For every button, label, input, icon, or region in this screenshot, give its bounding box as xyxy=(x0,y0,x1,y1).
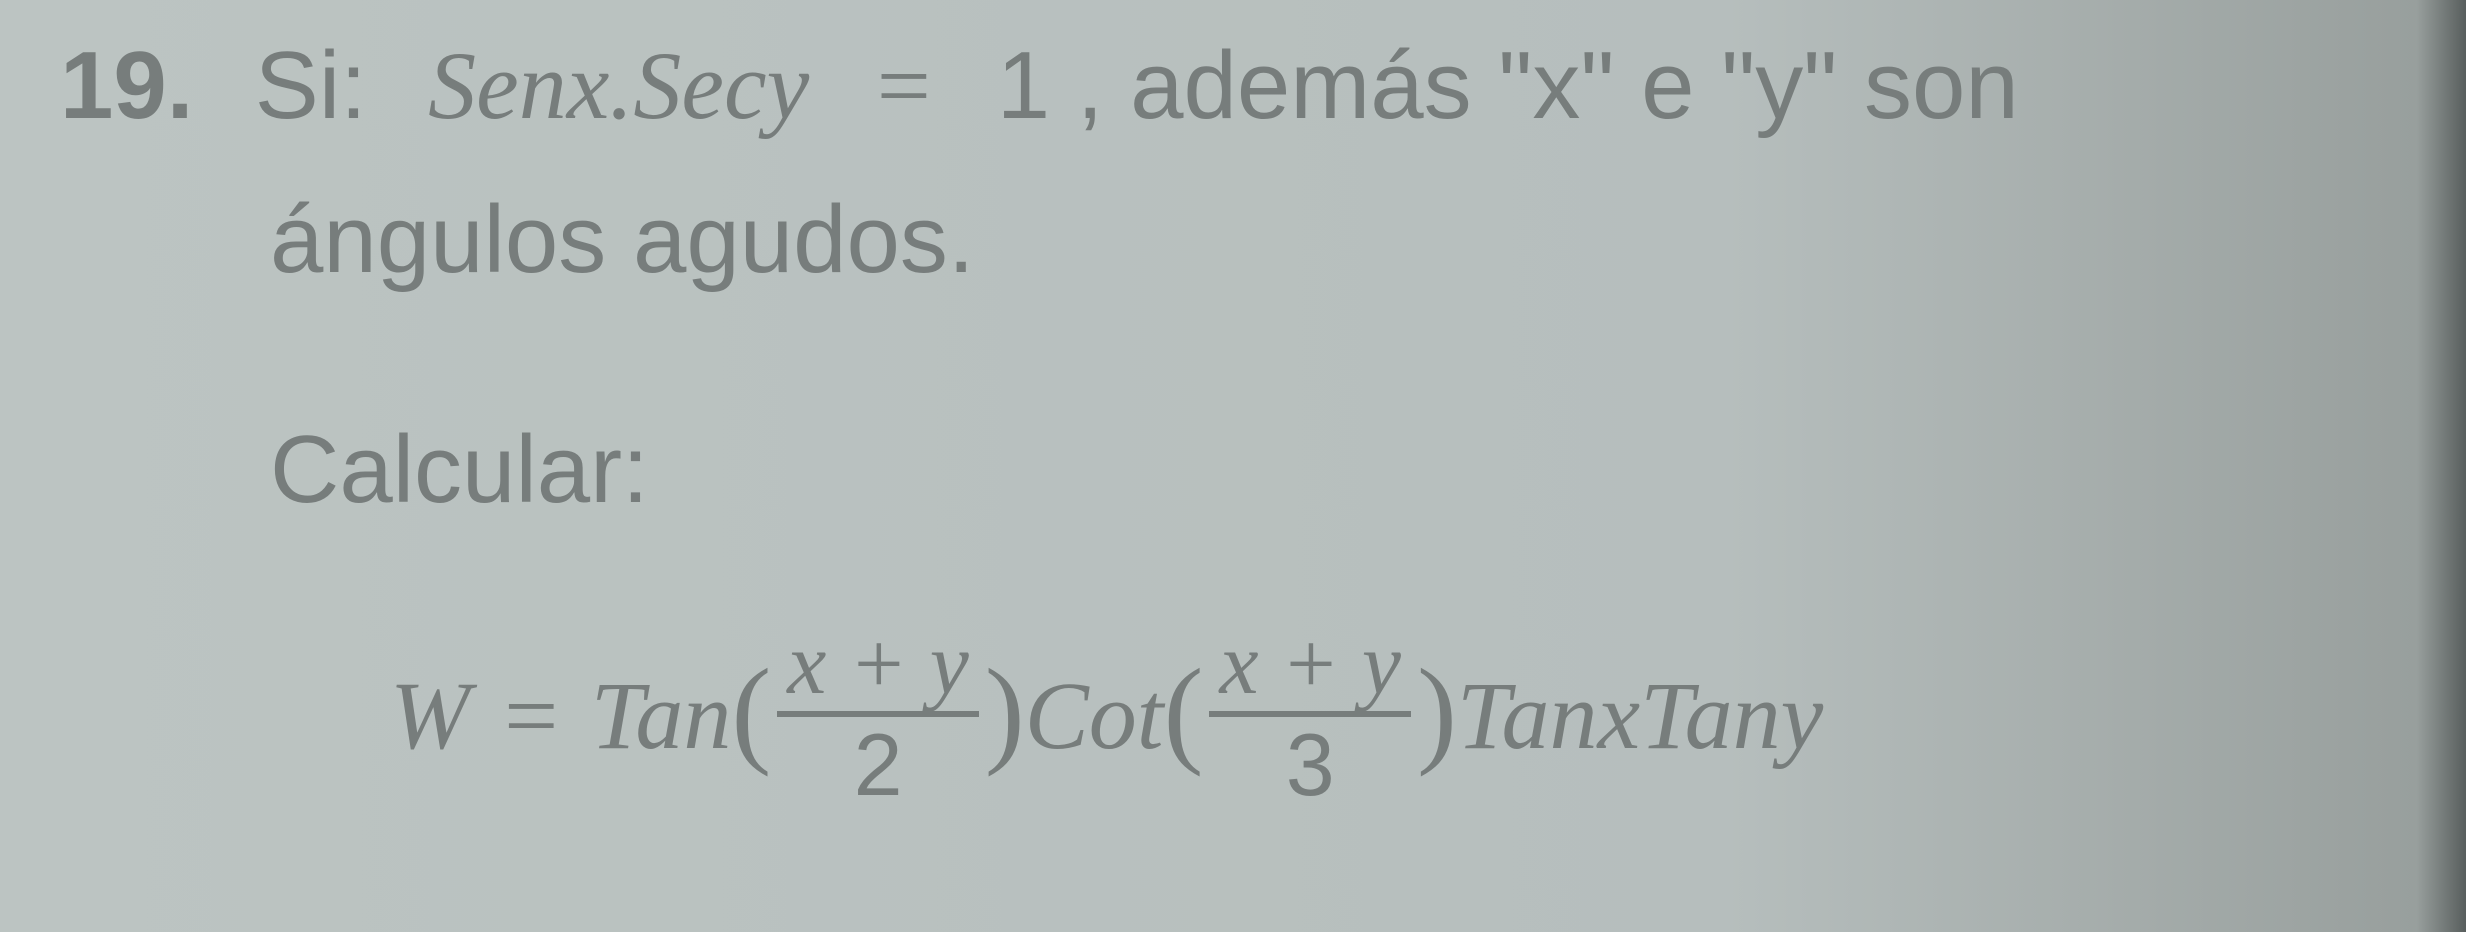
line1-suffix: , además "x" e "y" son xyxy=(1077,32,2019,139)
problem-line-2: ángulos agudos. xyxy=(270,185,975,295)
frac2-num: x + y xyxy=(1209,621,1411,717)
condition-rhs: 1 xyxy=(997,32,1050,139)
condition-lhs: Senx.Secy xyxy=(428,32,809,139)
calcular-prompt: Calcular: xyxy=(270,415,649,525)
fn-cot: Cot xyxy=(1025,660,1164,771)
lparen-2: ( xyxy=(1163,642,1203,780)
equals-sign: = xyxy=(871,32,936,139)
frac1-den: 2 xyxy=(844,717,913,809)
frac2-den: 3 xyxy=(1276,717,1345,809)
problem-line-1: 19. Si: Senx.Secy = 1 , además "x" e "y"… xyxy=(60,30,2426,141)
problem-page: 19. Si: Senx.Secy = 1 , además "x" e "y"… xyxy=(0,0,2466,932)
fraction-1: x + y 2 xyxy=(777,621,979,809)
rparen-2: ) xyxy=(1417,642,1457,780)
equals: = xyxy=(498,660,563,771)
equation: W = Tan ( x + y 2 ) Cot ( x + y 3 ) Tanx… xyxy=(390,595,1823,835)
fraction-2: x + y 3 xyxy=(1209,621,1411,809)
si-prefix: Si: xyxy=(255,32,367,139)
problem-number: 19. xyxy=(60,32,193,139)
fn-tan-1: Tan xyxy=(591,660,732,771)
rparen-1: ) xyxy=(985,642,1025,780)
lparen-1: ( xyxy=(731,642,771,780)
tail-tanx-tany: TanxTany xyxy=(1457,660,1823,771)
frac1-num: x + y xyxy=(777,621,979,717)
var-W: W xyxy=(390,660,470,771)
